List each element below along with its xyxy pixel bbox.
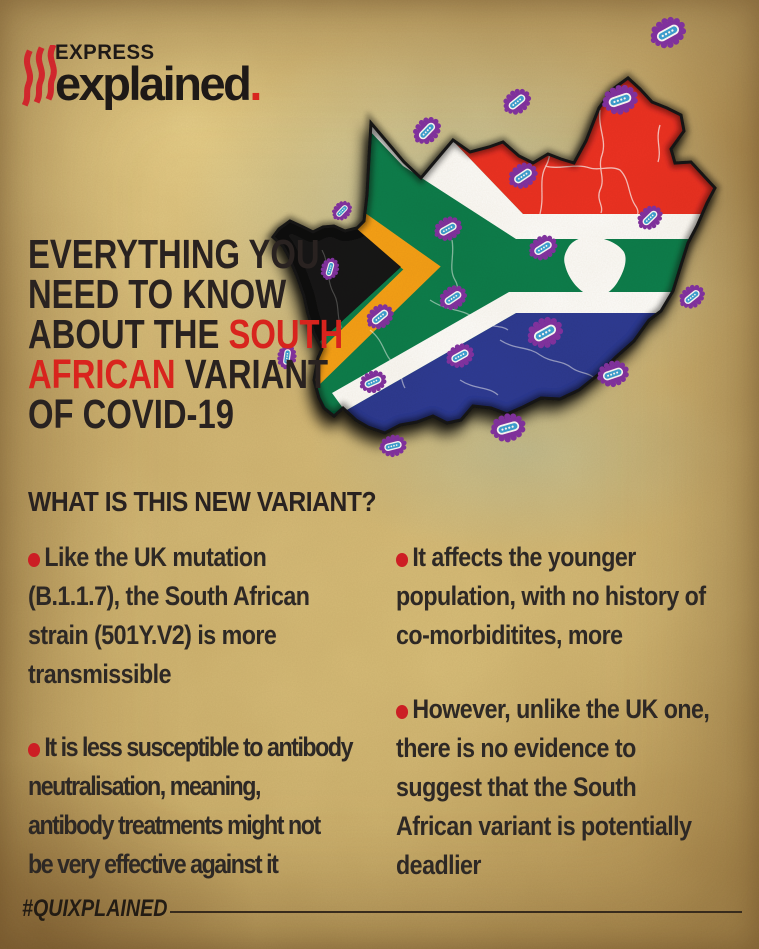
virus-icon xyxy=(644,11,692,55)
logo-brand-text: EXPRESS xyxy=(55,41,155,64)
logo: EXPRESS explained. xyxy=(55,42,262,107)
bullet-uk-mutation: Like the UK mutation (B.1.1.7), the Sout… xyxy=(28,538,406,694)
logo-series-text: explained. xyxy=(55,57,263,110)
section-heading: WHAT IS THIS NEW VARIANT? xyxy=(28,486,377,517)
headline-line-1: EVERYTHING YOU xyxy=(28,231,320,277)
bullet-dot xyxy=(28,743,41,757)
bullet-younger-population: It affects the younger population, with … xyxy=(396,538,759,655)
bullet-text: It affects the younger population, with … xyxy=(396,542,706,650)
headline-line-2: NEED TO KNOW xyxy=(28,271,287,317)
headline-line-3: ABOUT THE SOUTH xyxy=(28,311,344,357)
footer-hashtag: #QUIXPLAINED xyxy=(22,895,168,922)
bullet-text: It is less susceptible to antibody neutr… xyxy=(28,732,354,879)
bullet-not-deadlier: However, unlike the UK one, there is no … xyxy=(396,690,759,885)
page-title: EVERYTHING YOU NEED TO KNOW ABOUT THE SO… xyxy=(28,231,422,437)
logo-period: . xyxy=(249,57,263,110)
virus-icon xyxy=(487,410,529,446)
bullet-text: Like the UK mutation (B.1.1.7), the Sout… xyxy=(28,542,310,689)
bullet-antibody: It is less susceptible to antibody neutr… xyxy=(28,728,406,884)
headline-line-4: AFRICAN VARIANT xyxy=(28,351,329,397)
bullet-dot xyxy=(396,553,409,567)
bullet-dot xyxy=(396,705,409,719)
bullet-dot xyxy=(28,553,41,567)
virus-icon xyxy=(407,111,447,151)
bullet-text: However, unlike the UK one, there is no … xyxy=(396,694,710,880)
virus-icon xyxy=(497,83,537,121)
headline-line-5: OF COVID-19 xyxy=(28,391,234,437)
footer-rule xyxy=(170,911,742,913)
virus-icon xyxy=(327,196,357,225)
